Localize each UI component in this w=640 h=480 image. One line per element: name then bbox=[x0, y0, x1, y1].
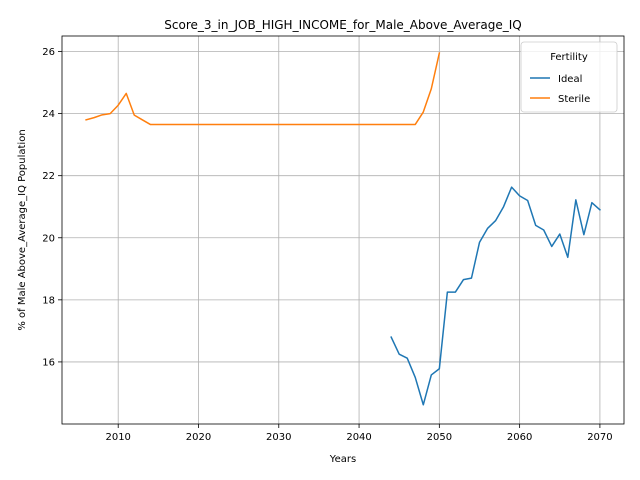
legend-label-sterile: Sterile bbox=[558, 94, 590, 105]
x-tick-label: 2060 bbox=[507, 432, 532, 443]
legend-box bbox=[520, 41, 618, 113]
y-tick-label: 16 bbox=[42, 357, 55, 368]
x-tick-label: 2070 bbox=[587, 432, 612, 443]
series-layer bbox=[85, 52, 601, 406]
grid-lines bbox=[62, 36, 624, 424]
legend-title: Fertility bbox=[550, 52, 588, 63]
y-axis-title: % of Male Above_Average_IQ Population bbox=[17, 129, 28, 330]
y-tick-label: 18 bbox=[42, 295, 55, 306]
y-tick-label: 24 bbox=[42, 109, 55, 120]
y-tick-label: 22 bbox=[42, 171, 55, 182]
y-axis: 16 18 20 22 24 26 bbox=[42, 47, 62, 368]
x-tick-label: 2010 bbox=[105, 432, 130, 443]
chart-title: Score_3_in_JOB_HIGH_INCOME_for_Male_Abov… bbox=[164, 18, 521, 32]
x-tick-label: 2030 bbox=[266, 432, 291, 443]
x-axis: 2010 2020 2030 2040 2050 2060 2070 bbox=[105, 424, 613, 443]
legend: Fertility Ideal Sterile bbox=[520, 41, 618, 113]
y-tick-label: 26 bbox=[42, 47, 55, 58]
x-tick-label: 2050 bbox=[427, 432, 452, 443]
y-tick-label: 20 bbox=[42, 233, 55, 244]
series-line-sterile bbox=[85, 52, 441, 126]
x-axis-title: Years bbox=[329, 454, 356, 465]
legend-label-ideal: Ideal bbox=[558, 74, 582, 85]
series-line-ideal bbox=[390, 186, 601, 406]
x-tick-label: 2020 bbox=[186, 432, 211, 443]
x-tick-label: 2040 bbox=[346, 432, 371, 443]
plot-area-frame bbox=[61, 35, 625, 425]
